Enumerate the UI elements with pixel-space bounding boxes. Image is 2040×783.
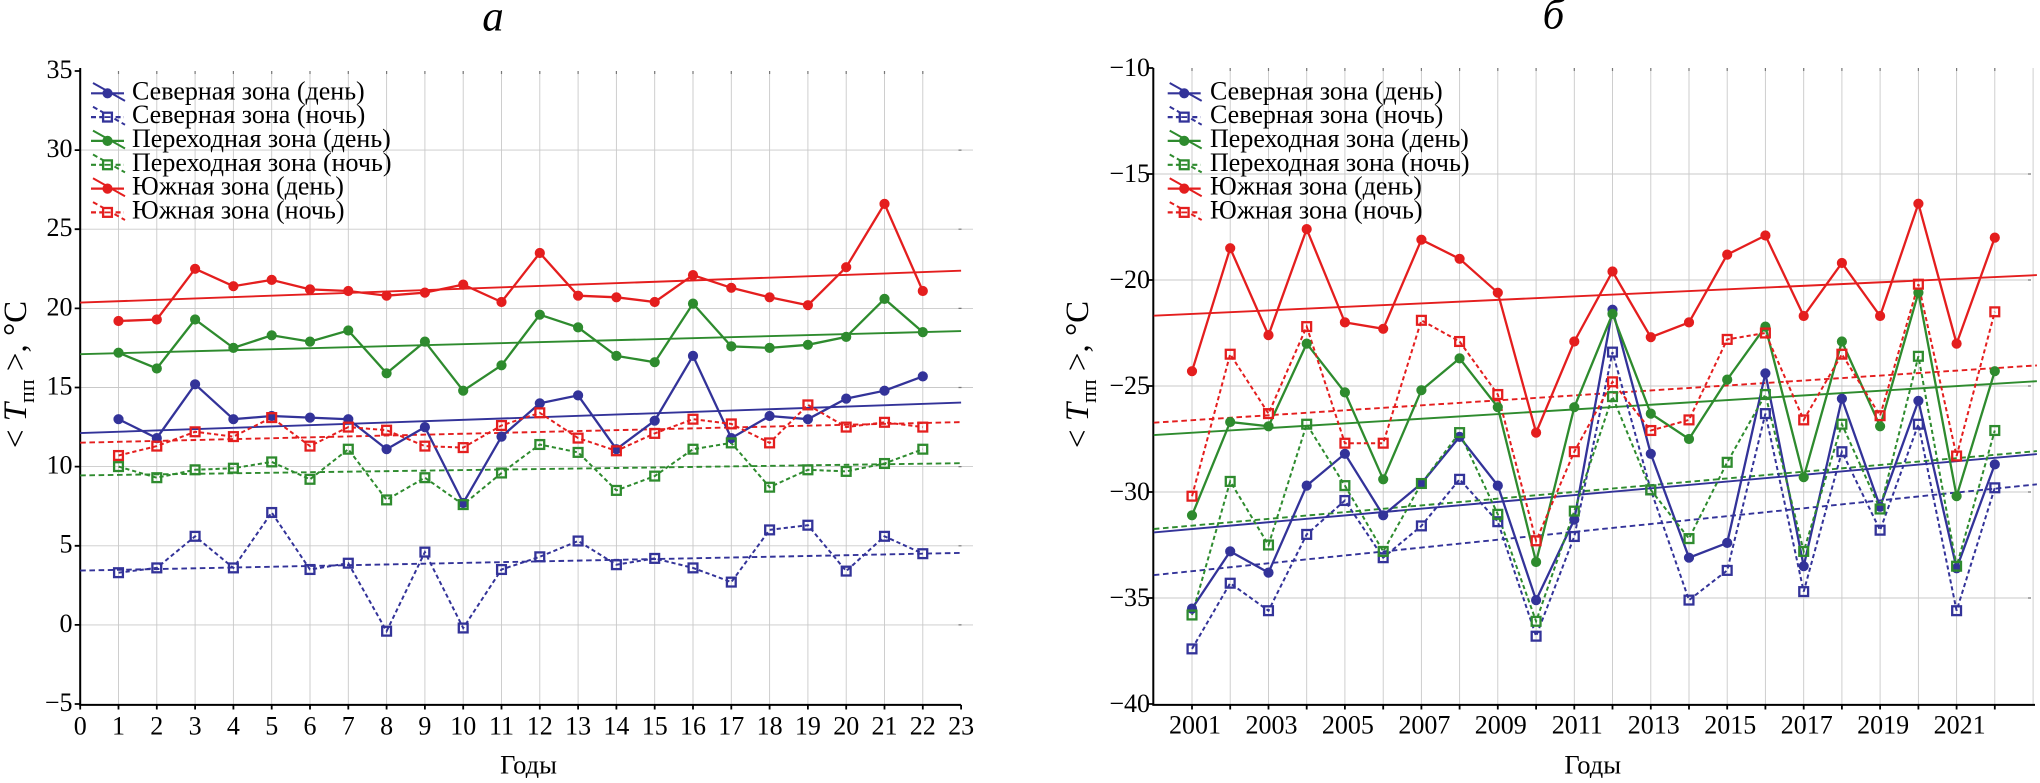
svg-text:30: 30 xyxy=(47,134,73,163)
svg-text:2007: 2007 xyxy=(1398,711,1450,740)
svg-text:2001: 2001 xyxy=(1169,711,1221,740)
svg-text:< Tпп >, °C: < Tпп >, °C xyxy=(0,301,39,448)
svg-text:2021: 2021 xyxy=(1934,711,1986,740)
svg-text:Северная зона (ночь): Северная зона (ночь) xyxy=(132,100,365,129)
svg-text:2003: 2003 xyxy=(1246,711,1298,740)
svg-text:2: 2 xyxy=(150,712,163,741)
svg-text:6: 6 xyxy=(304,712,317,741)
svg-text:15: 15 xyxy=(47,371,73,400)
svg-text:Переходная зона (день): Переходная зона (день) xyxy=(132,124,391,153)
svg-text:15: 15 xyxy=(642,712,668,741)
svg-text:Переходная зона (ночь): Переходная зона (ночь) xyxy=(132,148,391,177)
svg-text:20: 20 xyxy=(833,712,859,741)
svg-text:13: 13 xyxy=(565,712,591,741)
svg-text:< Tпп >, °C: < Tпп >, °C xyxy=(1060,301,1101,448)
svg-text:2015: 2015 xyxy=(1704,711,1756,740)
svg-text:9: 9 xyxy=(418,712,431,741)
svg-text:5: 5 xyxy=(60,530,73,559)
svg-text:4: 4 xyxy=(227,712,240,741)
svg-text:12: 12 xyxy=(527,712,553,741)
svg-text:−25: −25 xyxy=(1109,371,1150,400)
svg-text:22: 22 xyxy=(910,712,936,741)
svg-text:Северная зона (день): Северная зона (день) xyxy=(132,76,365,105)
svg-text:19: 19 xyxy=(795,712,821,741)
svg-text:2017: 2017 xyxy=(1781,711,1833,740)
svg-text:35: 35 xyxy=(47,55,73,84)
svg-text:10: 10 xyxy=(450,712,476,741)
svg-text:5: 5 xyxy=(265,712,278,741)
svg-text:−35: −35 xyxy=(1109,583,1150,612)
svg-text:−10: −10 xyxy=(1109,53,1150,82)
svg-text:11: 11 xyxy=(489,712,514,741)
svg-text:Северная зона (ночь): Северная зона (ночь) xyxy=(1210,100,1443,129)
svg-text:−5: −5 xyxy=(45,688,73,717)
svg-text:2005: 2005 xyxy=(1322,711,1374,740)
svg-text:−20: −20 xyxy=(1109,265,1150,294)
svg-text:2011: 2011 xyxy=(1552,711,1603,740)
svg-text:Годы: Годы xyxy=(500,750,557,779)
svg-text:Годы: Годы xyxy=(1564,750,1621,779)
svg-text:Переходная зона (день): Переходная зона (день) xyxy=(1210,124,1469,153)
svg-text:10: 10 xyxy=(47,451,73,480)
svg-text:20: 20 xyxy=(47,292,73,321)
svg-text:2019: 2019 xyxy=(1857,711,1909,740)
svg-text:б: б xyxy=(1543,0,1566,39)
svg-text:17: 17 xyxy=(718,712,744,741)
svg-text:16: 16 xyxy=(680,712,706,741)
svg-text:Южная зона (ночь): Южная зона (ночь) xyxy=(132,195,344,224)
svg-text:Южная зона (день): Южная зона (день) xyxy=(1210,172,1422,201)
svg-text:0: 0 xyxy=(60,609,73,638)
svg-text:1: 1 xyxy=(112,712,125,741)
svg-text:7: 7 xyxy=(342,712,355,741)
svg-text:18: 18 xyxy=(757,712,783,741)
svg-text:2013: 2013 xyxy=(1628,711,1680,740)
svg-text:25: 25 xyxy=(47,213,73,242)
svg-text:Южная зона (день): Южная зона (день) xyxy=(132,172,344,201)
svg-text:2009: 2009 xyxy=(1475,711,1527,740)
svg-text:3: 3 xyxy=(189,712,202,741)
svg-text:8: 8 xyxy=(380,712,393,741)
svg-text:−15: −15 xyxy=(1109,159,1150,188)
svg-text:23: 23 xyxy=(948,712,974,741)
svg-text:21: 21 xyxy=(872,712,898,741)
svg-text:Северная зона (день): Северная зона (день) xyxy=(1210,76,1443,105)
svg-text:−40: −40 xyxy=(1109,689,1150,718)
svg-text:Южная зона (ночь): Южная зона (ночь) xyxy=(1210,195,1422,224)
svg-text:Переходная зона (ночь): Переходная зона (ночь) xyxy=(1210,148,1469,177)
svg-text:0: 0 xyxy=(74,712,87,741)
svg-text:14: 14 xyxy=(603,712,629,741)
svg-text:а: а xyxy=(482,0,504,41)
svg-text:−30: −30 xyxy=(1109,477,1150,506)
